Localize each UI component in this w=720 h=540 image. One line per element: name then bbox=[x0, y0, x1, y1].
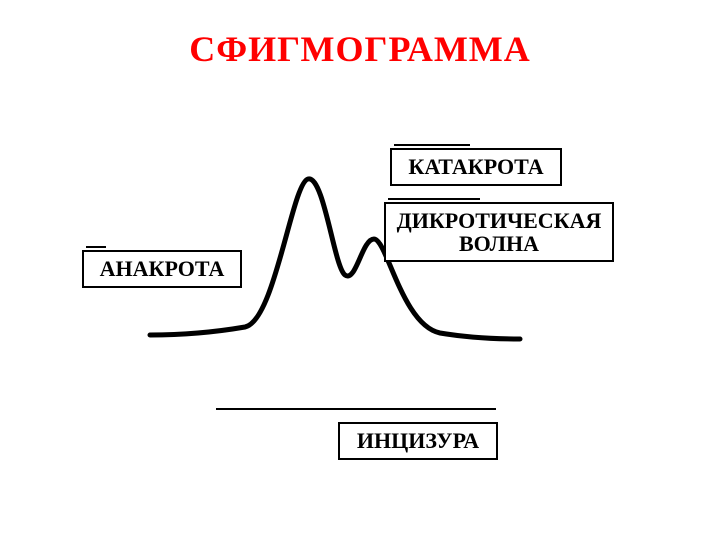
label-text: ИНЦИЗУРА bbox=[357, 429, 479, 452]
diagram-title: СФИГМОГРАММА bbox=[189, 28, 531, 70]
label-incisura: ИНЦИЗУРА bbox=[338, 422, 498, 460]
label-tick-anacrota bbox=[86, 246, 106, 248]
label-text: АНАКРОТА bbox=[100, 257, 225, 280]
incisura-leader bbox=[216, 408, 496, 410]
label-anacrota: АНАКРОТА bbox=[82, 250, 242, 288]
label-text: ДИКРОТИЧЕСКАЯ ВОЛНА bbox=[397, 209, 602, 255]
label-catacrota: КАТАКРОТА bbox=[390, 148, 562, 186]
label-tick-dicrotic-wave bbox=[388, 198, 480, 200]
label-dicrotic-wave: ДИКРОТИЧЕСКАЯ ВОЛНА bbox=[384, 202, 614, 262]
label-tick-catacrota bbox=[394, 144, 470, 146]
label-text: КАТАКРОТА bbox=[408, 155, 543, 178]
